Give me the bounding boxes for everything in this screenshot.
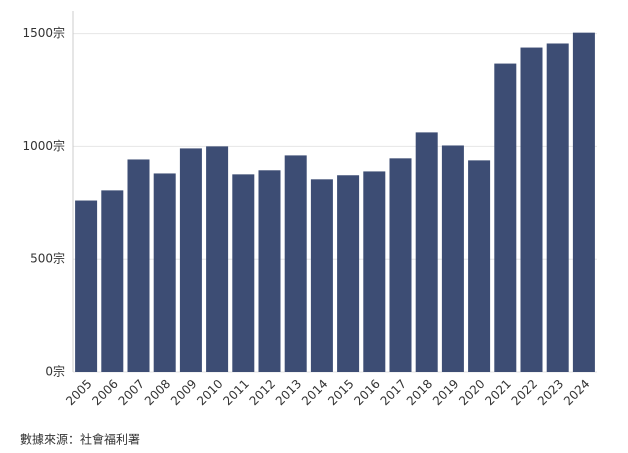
x-tick-label: 2012 [247, 377, 278, 408]
bar [546, 43, 569, 373]
x-tick-label: 2021 [482, 377, 513, 408]
x-tick-label: 2006 [89, 377, 120, 408]
bar [520, 47, 543, 373]
bar [389, 158, 412, 372]
bar [415, 132, 438, 372]
bar [494, 63, 517, 373]
bar [363, 171, 386, 372]
y-tick-label: 1500宗 [22, 25, 65, 40]
bar [179, 148, 202, 372]
y-tick-label: 1000宗 [22, 138, 65, 153]
x-tick-label: 2023 [535, 377, 566, 408]
y-tick-label: 0宗 [45, 364, 65, 379]
bar [310, 179, 333, 372]
x-tick-label: 2020 [456, 377, 487, 408]
bar [153, 173, 176, 372]
x-tick-label: 2010 [194, 377, 225, 408]
x-tick-label: 2017 [378, 377, 409, 408]
bar [441, 145, 464, 372]
x-tick-label: 2016 [351, 377, 382, 408]
x-tick-label: 2008 [142, 377, 173, 408]
bar [206, 146, 229, 372]
x-tick-label: 2024 [561, 377, 592, 408]
x-tick-label: 2015 [325, 377, 356, 408]
x-tick-label: 2019 [430, 377, 461, 408]
bar [232, 174, 255, 372]
x-tick-label: 2007 [116, 377, 147, 408]
bar [468, 160, 491, 372]
bar [258, 170, 281, 372]
bar [284, 155, 307, 372]
x-tick-label: 2009 [168, 377, 199, 408]
x-tick-label: 2011 [220, 377, 251, 408]
y-tick-label: 500宗 [30, 251, 65, 266]
x-tick-label: 2005 [63, 377, 94, 408]
source-note: 數據來源：社會福利署 [20, 432, 140, 447]
x-tick-label: 2022 [509, 377, 540, 408]
bar [572, 32, 595, 372]
bar [101, 190, 124, 372]
x-tick-label: 2014 [299, 377, 330, 408]
x-tick-label: 2018 [404, 377, 435, 408]
bar [75, 200, 98, 372]
bar [337, 175, 360, 372]
bar [127, 159, 150, 372]
x-tick-label: 2013 [273, 377, 304, 408]
